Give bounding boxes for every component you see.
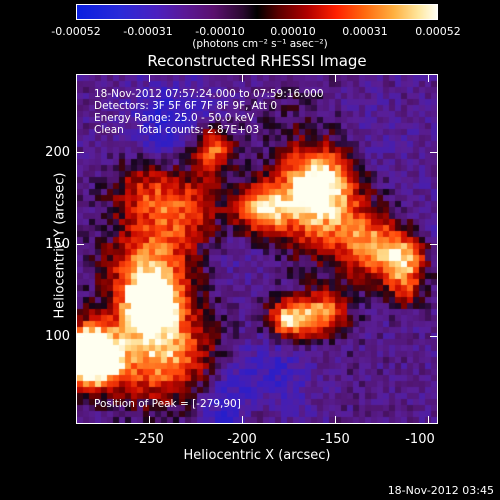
y-tick-label: 200 (45, 145, 70, 160)
annotation-clean-counts: Clean Total counts: 2.87E+03 (94, 124, 260, 136)
colorbar-tick-label: -0.00031 (123, 25, 173, 38)
y-tick-mark (76, 152, 84, 153)
x-tick-mark (335, 74, 336, 82)
colorbar-units: (photons cm⁻² s⁻¹ asec⁻²) (192, 38, 328, 50)
x-tick-mark (428, 416, 429, 424)
colorbar-tick-label: 0.00010 (270, 25, 316, 38)
colorbar-tick-label: 0.00052 (415, 25, 461, 38)
y-tick-mark (76, 336, 84, 337)
rhessi-heatmap (77, 75, 437, 423)
y-tick-label: 150 (45, 237, 70, 252)
x-tick-label: -250 (134, 432, 164, 447)
x-tick-mark (242, 416, 243, 424)
x-tick-mark (149, 416, 150, 424)
x-tick-label: -200 (227, 432, 257, 447)
colorbar-gradient (77, 5, 437, 19)
y-tick-mark (76, 244, 84, 245)
y-tick-label: 100 (45, 329, 70, 344)
annotation-peak-position: Position of Peak = [-279,90] (94, 398, 241, 410)
y-tick-mark (430, 152, 438, 153)
y-axis-label: Heliocentric Y (arcsec) (52, 172, 68, 319)
annotation-detectors: Detectors: 3F 5F 6F 7F 8F 9F, Att 0 (94, 100, 278, 112)
colorbar-tick-label: 0.00031 (342, 25, 388, 38)
plot-title: Reconstructed RHESSI Image (147, 52, 367, 70)
x-tick-mark (428, 74, 429, 82)
colorbar-tick-label: -0.00010 (195, 25, 245, 38)
x-tick-mark (242, 74, 243, 82)
x-tick-mark (149, 74, 150, 82)
annotation-time-range: 18-Nov-2012 07:57:24.000 to 07:59:16.000 (94, 88, 324, 100)
x-tick-mark (335, 416, 336, 424)
x-tick-label: -150 (320, 432, 350, 447)
colorbar-tick-label: -0.00052 (51, 25, 101, 38)
annotation-energy-range: Energy Range: 25.0 - 50.0 keV (94, 112, 255, 124)
y-tick-mark (430, 336, 438, 337)
render-timestamp: 18-Nov-2012 03:45 (387, 484, 494, 497)
x-tick-label: -100 (405, 432, 435, 447)
x-axis-label: Heliocentric X (arcsec) (183, 448, 331, 463)
image-plot (76, 74, 438, 424)
y-tick-mark (430, 244, 438, 245)
colorbar (76, 4, 438, 20)
